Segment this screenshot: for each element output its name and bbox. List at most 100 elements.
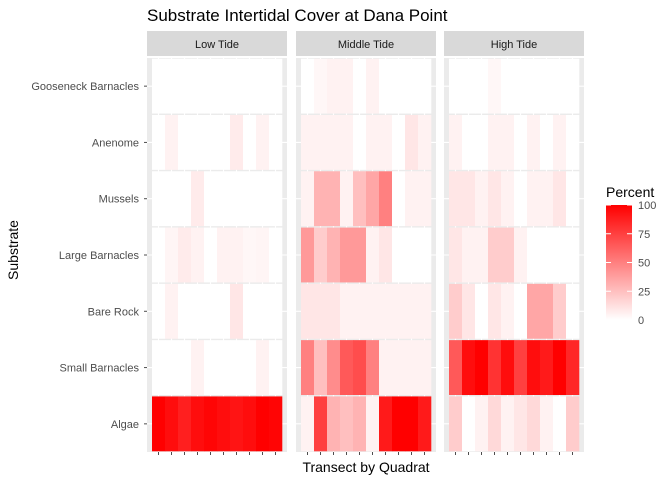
heatmap-tile-bare-rock [256,283,270,339]
legend-tick-label: 100 [638,200,656,212]
heatmap-tile-small-barnacles [418,340,432,396]
heatmap-tile-bare-rock [405,283,419,339]
y-tick-labels: Gooseneck Barnacles Anenome Mussels Large B… [31,81,147,431]
heatmap-tile-anenome [462,114,476,170]
facet-panels: Low Tide Middle Tide High Tide [147,31,584,455]
legend-tick-label: 25 [638,286,650,298]
heatmap-tile-algae [217,396,231,452]
heatmap-tile-bare-rock [340,283,354,339]
heatmap-tile-anenome [449,114,463,170]
heatmap-tile-large-barnacles [566,227,580,283]
heatmap-tile-small-barnacles [178,340,192,396]
heatmap-tile-mussels [540,171,554,227]
heatmap-tile-mussels [243,171,257,227]
heatmap-tile-gooseneck-barnacles [392,58,406,114]
heatmap-tile-algae [204,396,218,452]
heatmap-tile-bare-rock [353,283,367,339]
heatmap-tile-mussels [256,171,270,227]
facet-middle-tide: Middle Tide [296,31,436,455]
heatmap-tile-large-barnacles [418,227,432,283]
heatmap-tile-anenome [165,114,179,170]
heatmap-tile-large-barnacles [152,227,166,283]
heatmap-tile-bare-rock [514,283,528,339]
heatmap-tile-gooseneck-barnacles [566,58,580,114]
heatmap-tile-bare-rock [566,283,580,339]
heatmap-tile-bare-rock [152,283,166,339]
facet-high-tide: High Tide [444,31,584,455]
heatmap-tile-bare-rock [462,283,476,339]
heatmap-tile-gooseneck-barnacles [152,58,166,114]
heatmap-tile-anenome [152,114,166,170]
y-tick-label: Gooseneck Barnacles [31,81,139,93]
heatmap-tile-gooseneck-barnacles [540,58,554,114]
heatmap-tile-mussels [230,171,244,227]
heatmap-tile-small-barnacles [256,340,270,396]
heatmap-tile-mussels [314,171,328,227]
heatmap-tile-anenome [301,114,315,170]
heatmap-tile-gooseneck-barnacles [204,58,218,114]
heatmap-tile-large-barnacles [379,227,393,283]
heatmap-tile-algae [449,396,463,452]
heatmap-tile-small-barnacles [301,340,315,396]
heatmap-tile-algae [165,396,179,452]
heatmap-tile-mussels [269,171,283,227]
heatmap-tile-small-barnacles [269,340,283,396]
heatmap-tile-small-barnacles [165,340,179,396]
heatmap-tile-algae [269,396,283,452]
heatmap-tile-mussels [475,171,489,227]
y-axis-title: Substrate [5,220,21,280]
heatmap-tile-anenome [204,114,218,170]
heatmap-tile-anenome [217,114,231,170]
heatmap-tile-anenome [269,114,283,170]
heatmap-tile-anenome [553,114,567,170]
heatmap-tile-gooseneck-barnacles [475,58,489,114]
heatmap-tile-anenome [230,114,244,170]
heatmap-tile-algae [243,396,257,452]
heatmap-tile-small-barnacles [230,340,244,396]
heatmap-tile-algae [379,396,393,452]
facet-low-tide: Low Tide [147,31,287,455]
heatmap-tile-gooseneck-barnacles [243,58,257,114]
heatmap-tile-bare-rock [327,283,341,339]
heatmap-tile-bare-rock [217,283,231,339]
heatmap-tile-large-barnacles [217,227,231,283]
heatmap-tile-large-barnacles [230,227,244,283]
heatmap-tile-anenome [540,114,554,170]
heatmap-tile-bare-rock [269,283,283,339]
y-tick-label: Mussels [99,194,140,206]
heatmap-tile-mussels [501,171,515,227]
heatmap-tile-anenome [256,114,270,170]
heatmap-tile-small-barnacles [353,340,367,396]
heatmap-tile-algae [230,396,244,452]
heatmap-tile-anenome [527,114,541,170]
heatmap-tile-bare-rock [191,283,205,339]
heatmap-tile-mussels [449,171,463,227]
heatmap-tile-bare-rock [230,283,244,339]
heatmap-tile-small-barnacles [379,340,393,396]
heatmap-tile-mussels [462,171,476,227]
heatmap-tile-large-barnacles [314,227,328,283]
facet-strip [296,31,436,56]
heatmap-tile-small-barnacles [340,340,354,396]
heatmap-tile-algae [553,396,567,452]
heatmap-tile-mussels [327,171,341,227]
heatmap-tile-algae [475,396,489,452]
heatmap-tile-large-barnacles [540,227,554,283]
heatmap-tile-anenome [379,114,393,170]
heatmap-tile-mussels [418,171,432,227]
heatmap-tile-large-barnacles [256,227,270,283]
heatmap-tile-anenome [405,114,419,170]
heatmap-tile-algae [353,396,367,452]
heatmap-tile-gooseneck-barnacles [165,58,179,114]
heatmap-tile-large-barnacles [243,227,257,283]
legend-tick-label: 50 [638,258,650,270]
heatmap-tile-small-barnacles [501,340,515,396]
heatmap-tile-anenome [191,114,205,170]
heatmap-tile-small-barnacles [392,340,406,396]
heatmap-tile-gooseneck-barnacles [230,58,244,114]
chart-title: Substrate Intertidal Cover at Dana Point [147,6,448,25]
heatmap-tile-algae [540,396,554,452]
heatmap-tile-large-barnacles [392,227,406,283]
heatmap-tile-small-barnacles [566,340,580,396]
heatmap-tile-gooseneck-barnacles [366,58,380,114]
